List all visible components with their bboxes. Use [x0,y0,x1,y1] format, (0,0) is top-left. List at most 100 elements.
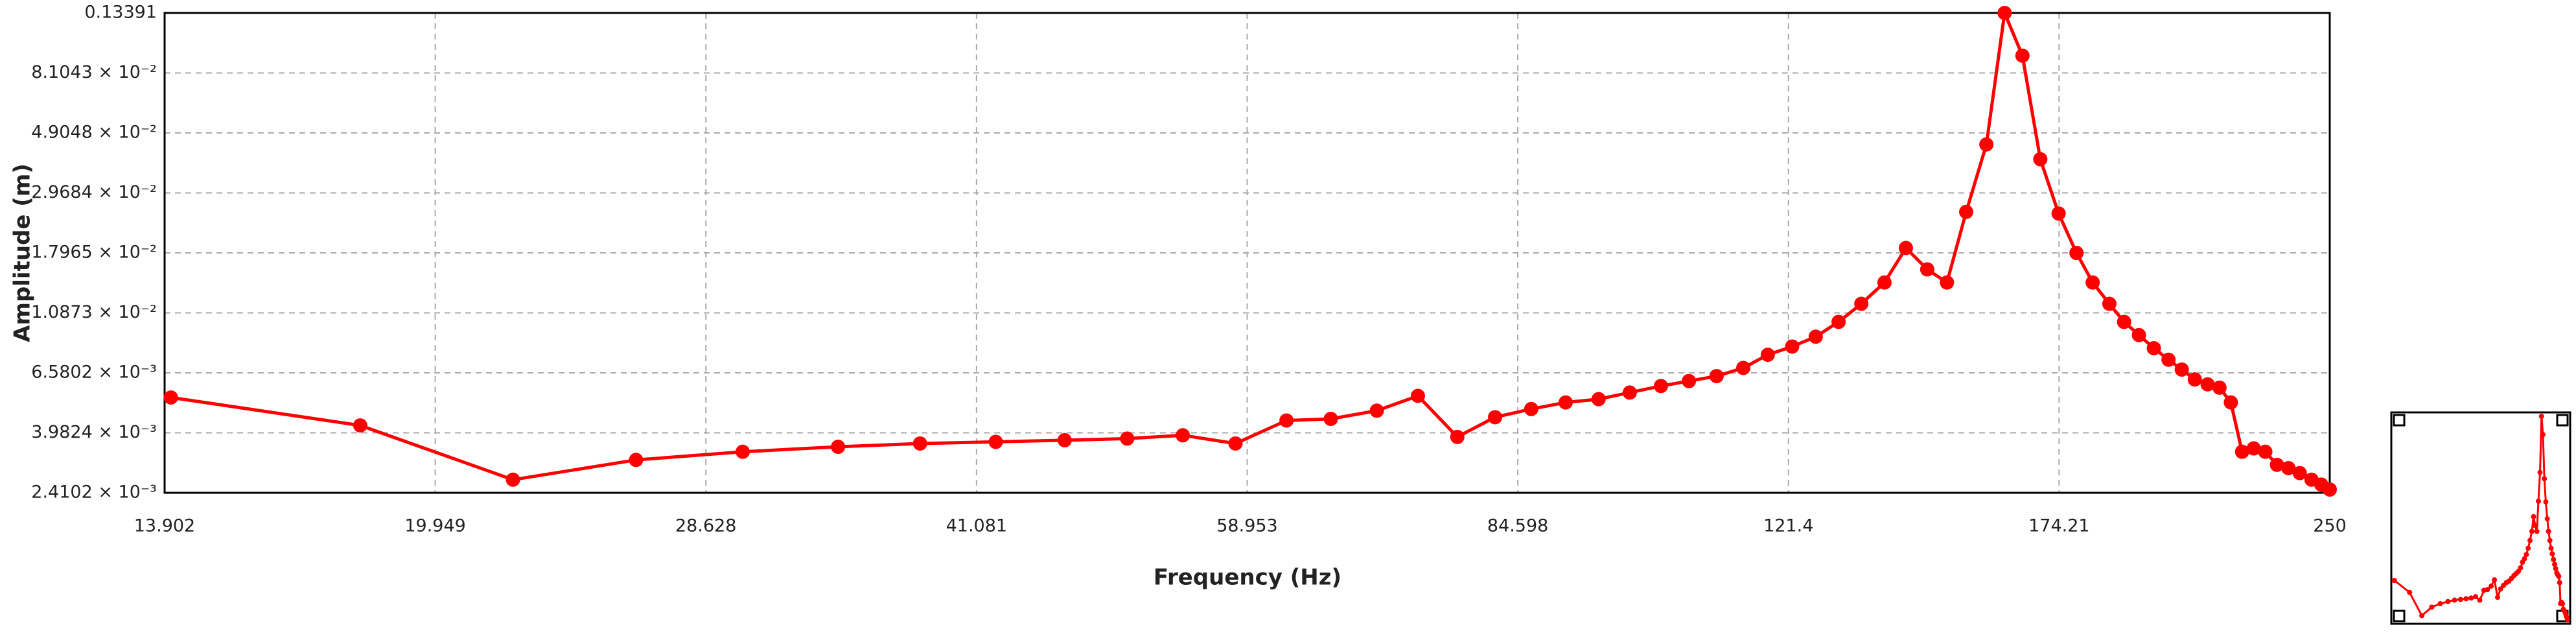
series-point [912,436,927,451]
overview-point [2557,580,2562,586]
x-tick-label: 121.4 [1763,516,1813,536]
series-point [2146,341,2161,356]
overview-point [2546,528,2551,534]
series-point [1736,361,1751,375]
y-tick-label: 3.9824 × 10⁻³ [31,422,157,442]
overview-point [2533,523,2538,528]
series-point [1877,275,1892,290]
series-point [353,418,367,433]
overview-point [2548,545,2554,551]
overview-point [2495,595,2501,600]
series-point [2269,457,2284,472]
series-point [1524,401,1538,416]
y-tick-label: 4.9048 × 10⁻² [31,123,157,143]
y-axis-title: Amplitude (m) [10,163,36,342]
series-point [1488,410,1503,425]
series-point [1591,392,1606,407]
series-point [2246,441,2261,456]
y-tick-label: 1.7965 × 10⁻² [31,243,157,263]
series-point [1808,329,1823,344]
overview-point [2473,594,2479,600]
overview-point [2544,516,2550,522]
series-point [1709,369,1724,384]
series-point [2161,352,2176,367]
x-tick-label: 41.081 [946,516,1007,536]
overview-point [2524,552,2529,558]
x-tick-label: 19.949 [404,516,465,536]
series-point [1831,314,1846,329]
series-point [1940,275,1955,290]
overview-point [2429,604,2435,610]
overview-point [2547,538,2553,543]
series-point [1622,385,1637,400]
series-point [505,472,520,487]
overview-point [2542,476,2547,482]
overview-point [2492,577,2498,583]
overview-point [2549,551,2555,557]
y-tick-label: 8.1043 × 10⁻² [31,62,157,82]
series-point [2234,444,2249,459]
series-point [1057,433,1072,447]
series-point [2131,327,2146,342]
x-tick-label: 13.902 [134,516,195,536]
overview-point [2538,414,2544,419]
overview-point [2525,545,2531,551]
series-point [2051,206,2066,221]
overview-point [2560,600,2566,606]
overview-handle [2556,414,2569,427]
series-point [2323,482,2337,497]
overview-point [2407,589,2413,595]
series-point [1323,411,1338,426]
x-axis-title: Frequency (Hz) [1154,565,1341,591]
overview-point [2457,597,2463,602]
overview-point [2522,556,2527,562]
series-point [2187,372,2202,387]
series-point [1979,137,1994,152]
series-point [1760,348,1775,362]
overview-point [2536,498,2542,504]
series-point [1410,388,1425,403]
overview-point [2419,613,2425,619]
x-tick-label: 84.598 [1487,516,1548,536]
series-point [2212,380,2227,395]
overview-point [2556,573,2562,579]
series-point [1959,204,1974,219]
series-point [988,434,1003,449]
series-line [170,11,2331,492]
y-tick-label: 0.13391 [84,3,157,23]
x-tick-label: 250 [2313,516,2347,536]
overview-point [2537,469,2543,475]
x-tick-label: 174.21 [2028,516,2089,536]
series-point [2015,48,2030,63]
overview-point [2452,597,2457,603]
y-tick-label: 6.5802 × 10⁻³ [31,362,157,383]
y-tick-label: 2.4102 × 10⁻³ [31,482,157,503]
overview-point [2565,617,2570,622]
series-point [2085,275,2100,290]
overview-point [2518,565,2524,571]
series-point [163,390,178,405]
series-point [831,440,846,455]
series-point [1176,428,1190,443]
series-point [1279,413,1294,428]
series-point [2117,314,2131,329]
overview-handle [2393,610,2406,622]
series-point [1920,262,1934,277]
x-tick-label: 58.953 [1216,516,1277,536]
overview-point [2529,528,2535,534]
series-point [2174,362,2189,377]
series-point [2258,444,2273,459]
overview-point [2391,578,2397,584]
overview-point [2531,514,2536,519]
overview-point [2551,556,2557,562]
overview-point [2485,587,2490,593]
plot-frame [163,12,2331,494]
series-point [1558,395,1573,410]
overview-point [2445,599,2451,604]
series-point [1785,339,1800,354]
overview-point [2527,538,2533,543]
overview-point [2489,583,2494,589]
overview-point [2552,562,2558,567]
series-point [2292,466,2307,480]
